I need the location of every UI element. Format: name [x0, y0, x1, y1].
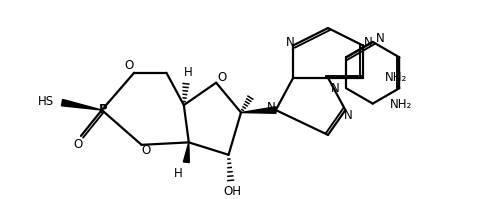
Text: HS: HS [38, 95, 54, 108]
Text: N: N [267, 101, 275, 114]
Text: N: N [344, 108, 352, 122]
Text: O: O [124, 59, 134, 72]
Text: P: P [99, 102, 107, 116]
Text: O: O [141, 144, 150, 157]
Text: OH: OH [223, 185, 241, 198]
Text: NH₂: NH₂ [390, 98, 413, 111]
Polygon shape [241, 107, 276, 113]
Polygon shape [183, 142, 189, 163]
Text: H: H [184, 66, 192, 79]
Text: H: H [174, 167, 182, 180]
Polygon shape [62, 100, 102, 110]
Text: O: O [217, 71, 227, 84]
Text: N: N [375, 32, 385, 45]
Text: N: N [286, 36, 295, 49]
Text: O: O [74, 138, 83, 151]
Text: NH₂: NH₂ [385, 71, 407, 84]
Text: N: N [363, 36, 372, 49]
Text: N: N [331, 82, 340, 95]
